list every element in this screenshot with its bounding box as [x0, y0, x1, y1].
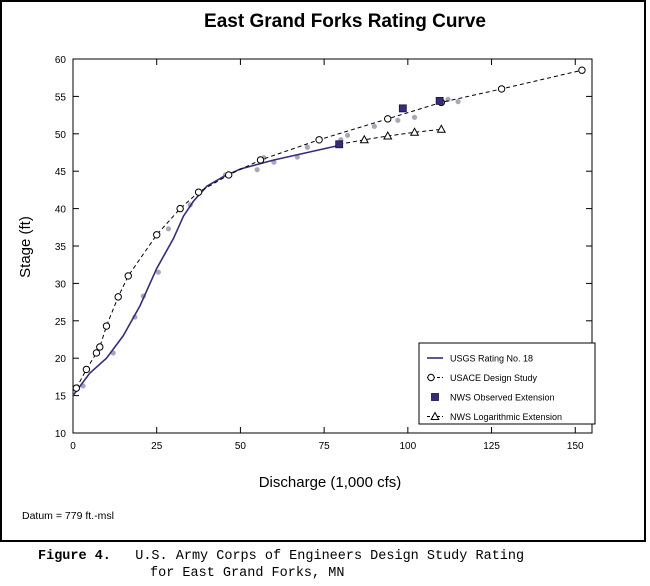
series-line-usace-design-study	[75, 69, 583, 389]
legend-label: NWS Logarithmic Extension	[450, 412, 562, 422]
point-nws-logarithmic	[436, 124, 446, 133]
chart-frame	[0, 0, 646, 542]
point-usace-design-study	[124, 272, 132, 280]
point-nws-logarithmic	[409, 127, 420, 136]
figure-caption: Figure 4. U.S. Army Corps of Engineers D…	[38, 548, 524, 582]
point-usace-design-study	[225, 171, 233, 179]
y-tick-label: 40	[55, 205, 67, 216]
series-line-usgs-rating	[72, 144, 342, 397]
x-tick-label: 100	[399, 441, 416, 452]
caption-line-1: U.S. Army Corps of Engineers Design Stud…	[135, 549, 525, 564]
chart-title: East Grand Forks Rating Curve	[204, 11, 486, 32]
y-tick-label: 55	[55, 92, 67, 103]
point-nws-observed	[398, 104, 407, 113]
decor-point	[165, 226, 172, 232]
y-tick-label: 10	[55, 429, 67, 440]
decorative-points-layer	[80, 96, 461, 389]
point-usace-design-study	[384, 115, 392, 123]
legend-label: USGS Rating No. 18	[450, 354, 533, 364]
point-nws-observed	[335, 140, 344, 149]
point-usace-design-study	[72, 384, 81, 392]
legend-swatch-triangle	[430, 411, 440, 420]
x-tick-label: 0	[70, 441, 76, 452]
y-tick-label: 50	[55, 130, 67, 141]
x-tick-label: 75	[319, 441, 331, 452]
caption-label: Figure 4.	[38, 549, 111, 564]
y-axis-label: Stage (ft)	[17, 216, 34, 278]
decor-point	[304, 144, 310, 150]
x-tick-label: 150	[567, 441, 584, 452]
decor-point	[455, 99, 461, 105]
datum-note: Datum = 779 ft.-msl	[22, 510, 114, 522]
point-usace-design-study	[194, 188, 203, 196]
rating-curve-chart: East Grand Forks Rating Curve Discharge …	[17, 11, 596, 491]
x-axis-label: Discharge (1,000 cfs)	[259, 474, 402, 491]
x-tick-label: 50	[235, 441, 247, 452]
point-usace-design-study	[96, 343, 104, 351]
y-tick-label: 25	[55, 317, 67, 328]
legend-label: USACE Design Study	[450, 373, 538, 383]
point-usace-design-study	[578, 66, 586, 74]
x-tick-label: 25	[151, 441, 163, 452]
point-nws-observed	[435, 96, 444, 105]
legend: USGS Rating No. 18 USACE Design Study NWS …	[418, 342, 596, 425]
point-usace-design-study	[256, 156, 265, 164]
decor-point	[344, 132, 351, 138]
y-tick-label: 30	[55, 279, 67, 290]
legend-swatch-circle	[427, 373, 435, 382]
series-layer	[72, 66, 586, 397]
decor-point	[411, 114, 418, 120]
point-nws-logarithmic	[359, 134, 369, 144]
point-usace-design-study	[82, 365, 91, 374]
point-usace-design-study	[92, 349, 101, 357]
y-tick-label: 60	[55, 55, 67, 66]
y-tick-label: 20	[55, 354, 67, 365]
decor-point	[155, 269, 161, 275]
point-usace-design-study	[153, 231, 161, 239]
legend-label: NWS Observed Extension	[450, 393, 555, 403]
point-usace-design-study	[315, 136, 323, 144]
point-usace-design-study	[114, 293, 122, 301]
decor-point	[254, 167, 260, 173]
y-tick-label: 35	[55, 242, 67, 253]
point-usace-design-study	[497, 85, 506, 93]
point-usace-design-study	[102, 322, 111, 330]
plot-axes: 0 25 50 75 100 125 150 10 15 20 25 30 35 40 45 50 55 60	[55, 55, 593, 452]
legend-swatch-square	[431, 393, 439, 401]
caption-line-2: for East Grand Forks, MN	[150, 566, 345, 581]
x-tick-label: 125	[483, 441, 500, 452]
decor-point	[371, 123, 377, 129]
y-tick-label: 15	[55, 392, 67, 403]
point-nws-logarithmic	[383, 130, 393, 140]
legend-box	[418, 342, 596, 425]
decor-point	[395, 117, 401, 123]
y-tick-label: 45	[55, 167, 67, 178]
point-usace-design-study	[176, 204, 184, 213]
